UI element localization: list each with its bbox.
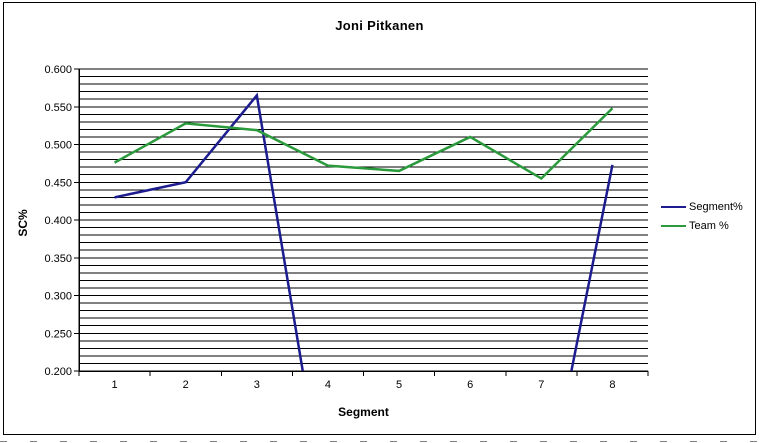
- x-axis-tick-label: 3: [254, 379, 260, 391]
- page-break-dashed-line: [0, 441, 765, 442]
- x-axis-tick-label: 5: [396, 379, 402, 391]
- legend-entry-segment: Segment%: [661, 201, 743, 213]
- series-line-team: [113, 107, 614, 181]
- x-axis-tick-label: 8: [609, 379, 615, 391]
- y-axis-tick-label: 0.350: [44, 253, 72, 265]
- legend-label-segment: Segment%: [689, 201, 743, 213]
- y-axis-tick-label: 0.600: [44, 64, 72, 76]
- x-axis-tick-label: 7: [538, 379, 544, 391]
- x-axis-title: Segment: [338, 405, 389, 419]
- segment-series-swatch: [661, 206, 686, 208]
- y-axis-tick-label: 0.500: [44, 140, 72, 152]
- legend-label-team: Team %: [689, 220, 729, 232]
- chart-area: Joni Pitkanen 0.600 0.550 0.500 0.450 0.400 0…: [3, 2, 756, 435]
- y-axis-tick-label: 0.400: [44, 215, 72, 227]
- chart-legend: Segment% Team %: [661, 201, 743, 232]
- y-axis-title: SC%: [16, 209, 30, 237]
- x-axis-tick-label: 2: [183, 379, 189, 391]
- y-axis-tick-label: 0.200: [44, 366, 72, 378]
- y-axis-tick-label: 0.250: [44, 328, 72, 340]
- legend-entry-team: Team %: [661, 220, 743, 232]
- plot-area: 0.600 0.550 0.500 0.450 0.400 0.350 0.300 0.250…: [44, 64, 649, 391]
- y-axis-tick-label: 0.550: [44, 102, 72, 114]
- y-axis-tick-label: 0.450: [44, 177, 72, 189]
- team-series-swatch: [661, 225, 686, 227]
- chart-title: Joni Pitkanen: [335, 18, 424, 33]
- x-axis-tick-label: 4: [325, 379, 331, 391]
- series-line-segment: [114, 92, 614, 371]
- x-axis-tick-label: 6: [467, 379, 473, 391]
- x-axis-tick-label: 1: [112, 379, 118, 391]
- y-axis-tick-label: 0.300: [44, 291, 72, 303]
